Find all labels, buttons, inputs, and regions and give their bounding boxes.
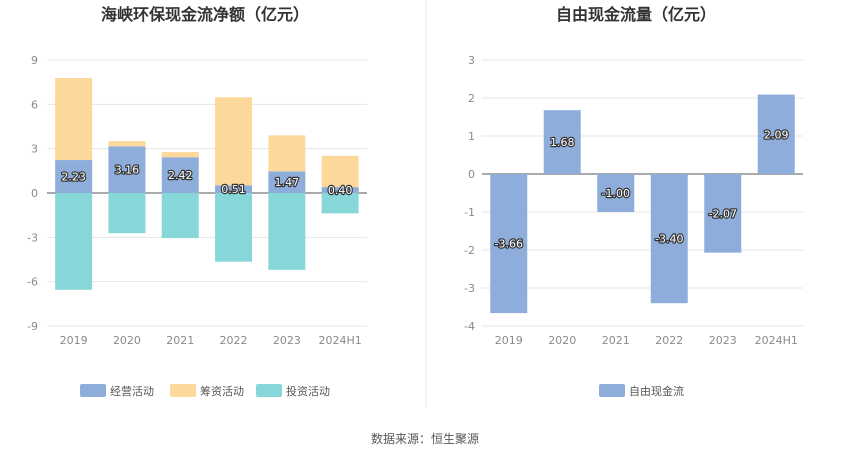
y-tick-label: 9 — [31, 54, 38, 67]
x-tick-label: 2020 — [113, 334, 141, 347]
data-label: 0.40 — [328, 184, 353, 197]
y-tick-label: -4 — [464, 320, 475, 333]
legend-item-financing[interactable]: 筹资活动 — [170, 384, 244, 398]
bar[interactable] — [215, 185, 253, 193]
x-tick-label: 2021 — [602, 334, 630, 347]
data-label: 1.68 — [550, 136, 575, 149]
x-tick-label: 2024H1 — [319, 334, 362, 347]
plot-area: 2.23 3.16 2.42 0.51 1.47 0.40 — [55, 78, 359, 290]
grid — [47, 59, 367, 327]
y-axis: 9 6 3 0 -3 -6 -9 — [27, 54, 38, 333]
bar[interactable] — [757, 94, 795, 174]
y-tick-label: -2 — [464, 244, 475, 257]
data-label: -1.00 — [602, 187, 630, 200]
x-tick-label: 2021 — [166, 334, 194, 347]
bar[interactable] — [55, 193, 93, 290]
data-label: 0.51 — [221, 183, 246, 196]
bar[interactable] — [268, 135, 306, 172]
cashflow-net-chart: 海峡环保现金流净额（亿元） 9 6 3 0 -3 -6 -9 2.23 3.16 2.42 0.5… — [27, 5, 367, 398]
y-tick-label: -6 — [27, 276, 38, 289]
bar[interactable] — [55, 78, 93, 161]
x-axis: 2019 2020 2021 2022 2023 2024H1 — [495, 334, 798, 347]
data-label: 2.09 — [764, 128, 789, 141]
legend-label: 自由现金流 — [629, 384, 684, 398]
bar[interactable] — [321, 155, 359, 188]
y-tick-label: 0 — [468, 168, 475, 181]
data-label: 2.23 — [61, 171, 86, 184]
bar[interactable] — [650, 174, 688, 304]
bar[interactable] — [215, 97, 253, 186]
bar[interactable] — [268, 171, 306, 193]
y-tick-label: 0 — [31, 187, 38, 200]
data-label: 3.16 — [115, 164, 140, 177]
legend-item-fcf[interactable]: 自由现金流 — [599, 384, 684, 398]
chart-title: 海峡环保现金流净额（亿元） — [101, 5, 309, 24]
grid — [482, 59, 803, 327]
bar[interactable] — [161, 152, 199, 158]
y-tick-label: 3 — [468, 54, 475, 67]
bar[interactable] — [108, 193, 146, 234]
x-tick-label: 2019 — [60, 334, 88, 347]
x-tick-label: 2023 — [709, 334, 737, 347]
legend-item-investing[interactable]: 投资活动 — [256, 384, 330, 398]
source-note: 数据来源：恒生聚源 — [371, 431, 479, 446]
y-tick-label: -9 — [27, 320, 38, 333]
legend-item-operating[interactable]: 经营活动 — [80, 384, 154, 398]
legend-swatch-financing — [170, 384, 196, 397]
y-tick-label: -3 — [464, 282, 475, 295]
y-tick-label: 1 — [468, 130, 475, 143]
legend: 自由现金流 — [599, 384, 684, 398]
bar[interactable] — [268, 193, 306, 270]
bar[interactable] — [108, 141, 146, 147]
bar[interactable] — [597, 174, 635, 212]
x-tick-label: 2020 — [548, 334, 576, 347]
y-tick-label: 3 — [31, 143, 38, 156]
legend-label: 筹资活动 — [200, 384, 244, 398]
bar[interactable] — [321, 193, 359, 214]
data-label: 1.47 — [275, 176, 300, 189]
legend-label: 投资活动 — [286, 384, 330, 398]
plot-area: -3.66 1.68 -1.00 -3.40 -2.07 2.09 — [490, 94, 795, 314]
x-axis: 2019 2020 2021 2022 2023 2024H1 — [60, 334, 362, 347]
legend: 经营活动 筹资活动 投资活动 — [80, 384, 330, 398]
legend-label: 经营活动 — [110, 384, 154, 398]
x-tick-label: 2024H1 — [755, 334, 798, 347]
bar[interactable] — [161, 157, 199, 193]
data-label: 2.42 — [168, 169, 193, 182]
bar[interactable] — [215, 193, 253, 262]
bar[interactable] — [490, 174, 528, 314]
data-label: -3.66 — [495, 238, 523, 251]
bar[interactable] — [161, 193, 199, 239]
y-axis: 3 2 1 0 -1 -2 -3 -4 — [464, 54, 475, 333]
y-tick-label: -1 — [464, 206, 475, 219]
y-tick-label: 2 — [468, 92, 475, 105]
legend-swatch-investing — [256, 384, 282, 397]
x-tick-label: 2022 — [220, 334, 248, 347]
data-label: -3.40 — [655, 233, 683, 246]
x-tick-label: 2022 — [655, 334, 683, 347]
legend-swatch-operating — [80, 384, 106, 397]
y-tick-label: -3 — [27, 231, 38, 244]
bar[interactable] — [543, 110, 581, 174]
bar[interactable] — [321, 187, 359, 193]
bar[interactable] — [55, 160, 93, 193]
x-tick-label: 2023 — [273, 334, 301, 347]
x-tick-label: 2019 — [495, 334, 523, 347]
bar[interactable] — [704, 174, 742, 253]
chart-title: 自由现金流量（亿元） — [556, 5, 716, 24]
bar[interactable] — [108, 146, 146, 193]
y-tick-label: 6 — [31, 98, 38, 111]
data-label: -2.07 — [709, 207, 737, 220]
legend-swatch-fcf — [599, 384, 625, 397]
